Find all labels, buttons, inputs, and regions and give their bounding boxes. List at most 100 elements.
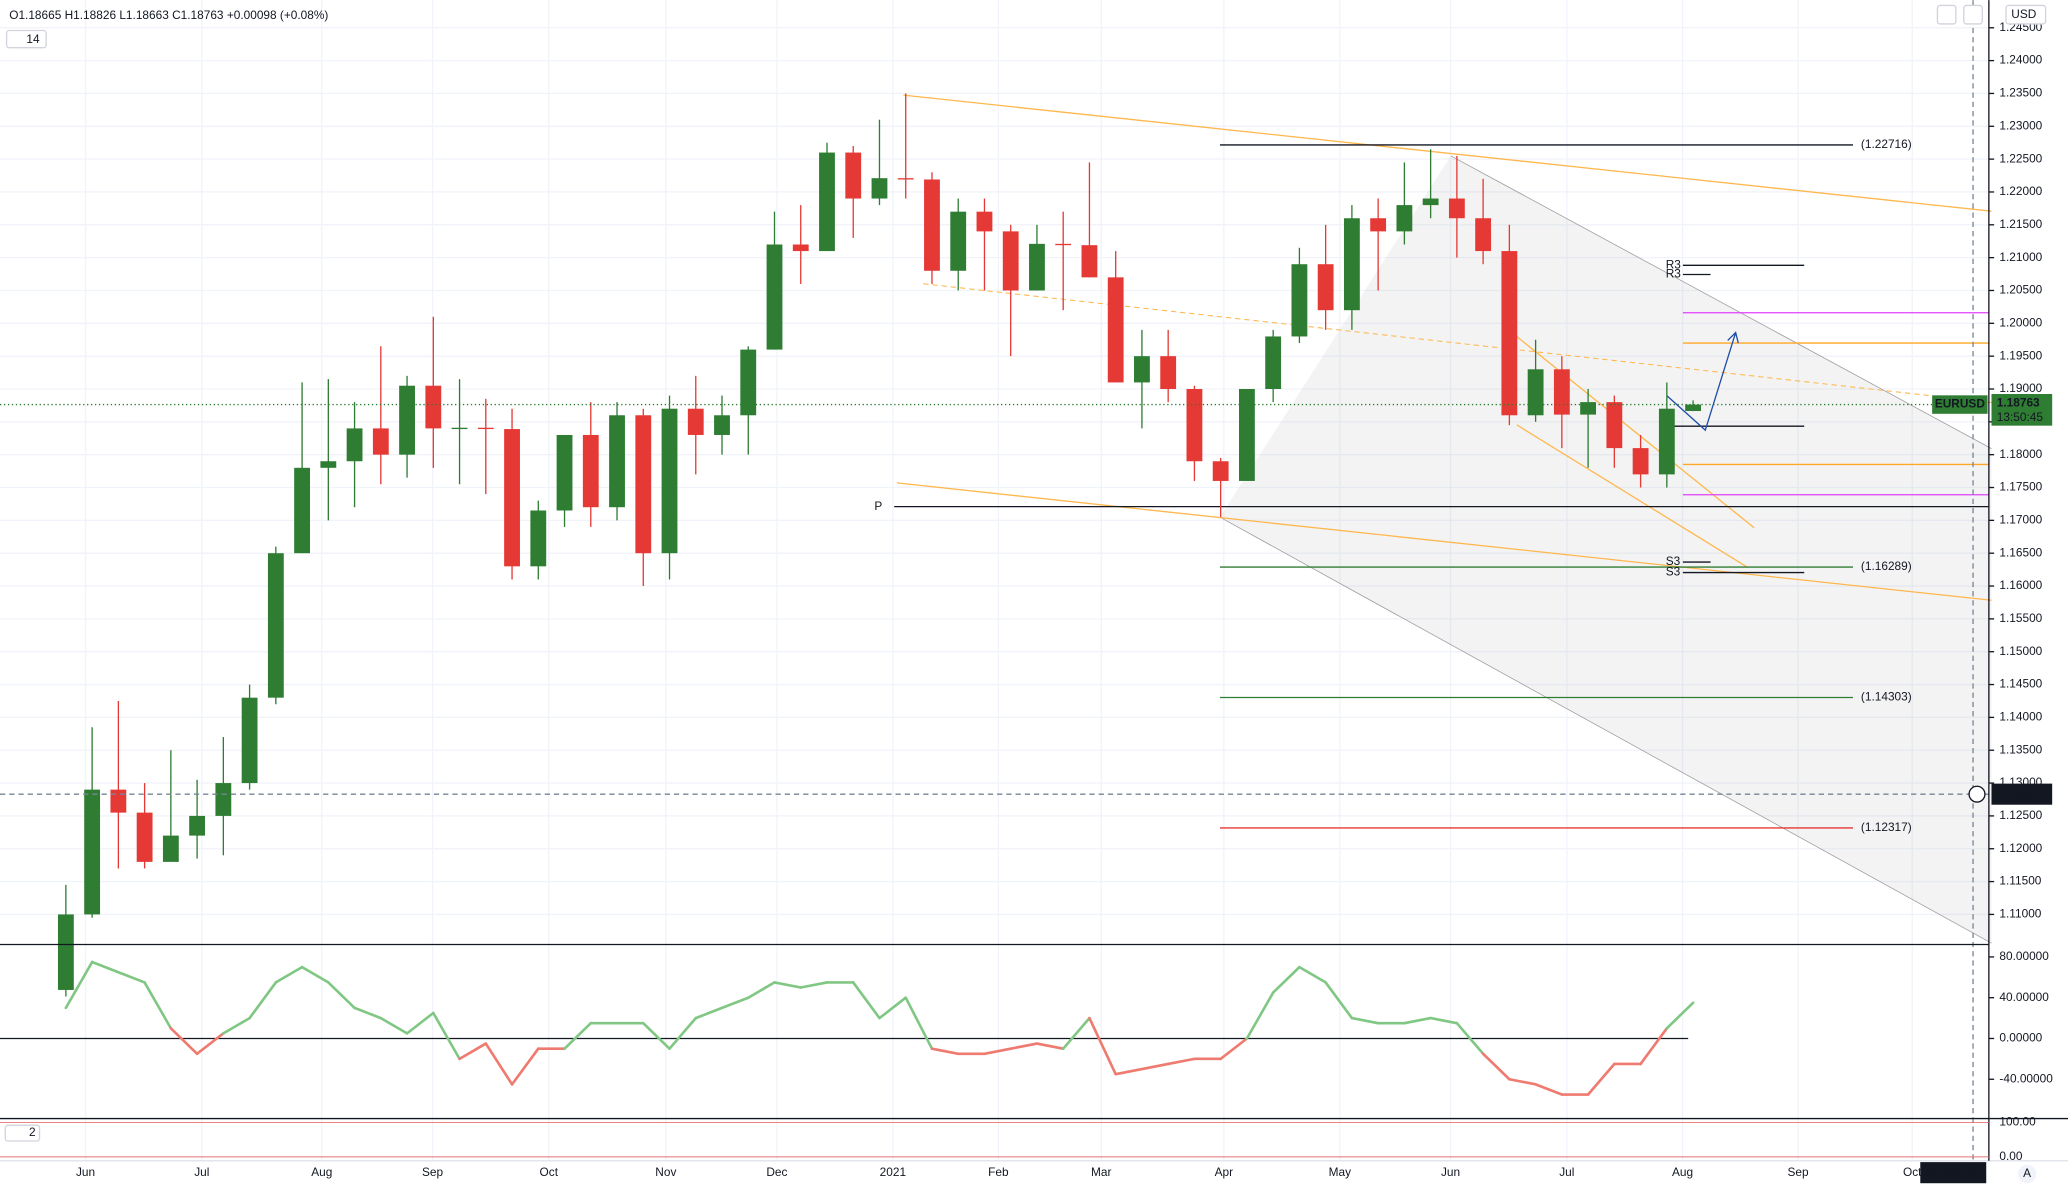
candle-body [477,427,494,430]
candle-body [1632,448,1649,475]
y-tick-label: 1.21500 [1999,217,2042,231]
candle-body [1291,264,1308,337]
osc-segment [248,981,278,1020]
candle-body [294,467,310,554]
x-tick-label: Jul [1559,1165,1574,1179]
x-tick-label: Sep [422,1165,444,1179]
candle-body [714,415,730,435]
x-tick-label: Feb [988,1165,1009,1179]
candle-body [687,408,704,435]
x-tick-label: Jun [76,1165,95,1179]
candle-body [1606,402,1623,449]
pivot-label: R3 [1666,257,1682,271]
candle-body [635,415,652,554]
osc-segment [327,981,356,1010]
period: 14 [26,32,40,46]
level-label: (1.14303) [1861,690,1912,704]
candle-body [1553,369,1570,415]
osc-segment [720,996,750,1010]
pivot-label: P [874,499,882,513]
osc-segment [1508,1077,1537,1086]
crosshair-date-box [1920,1162,1987,1184]
candle-body [1580,402,1597,415]
y-tick-label: 1.16000 [1999,578,2042,592]
osc-segment [1245,991,1275,1040]
candle-body [582,434,599,508]
candle-body [1081,245,1098,278]
candle-body [1501,251,1518,416]
osc-segment [799,981,829,989]
y-tick-label: 1.23000 [1999,118,2042,132]
x-tick-label: Aug [1672,1165,1693,1179]
y-tick-label: 1.12000 [1999,841,2042,855]
trend-line [903,94,1992,212]
trend-line [1516,424,1748,568]
level-label: (1.16289) [1861,559,1912,573]
y-tick-label: 1.11500 [1999,874,2041,888]
osc-segment [851,981,881,1020]
x-tick-label: Oct [540,1165,559,1179]
scale-button[interactable] [2017,1164,2037,1184]
osc-segment [510,1047,540,1086]
x-tick-label: Jul [194,1165,209,1179]
y-tick-label: 1.14500 [1999,677,2042,691]
candle-body [215,783,232,816]
candle-body [1317,264,1334,311]
osc-segment [169,1026,199,1056]
osc-segment [117,970,146,984]
countdown: 13:50:45 [1997,410,2044,424]
osc-segment [484,1042,514,1086]
y-tick-label: 1.12500 [1999,808,2042,822]
osc-segment [222,1016,251,1035]
crosshair-button[interactable] [1968,785,1986,803]
candle-body [241,697,258,784]
y-tick-label: 1.15000 [1999,644,2042,658]
candle-body [661,408,678,554]
candle-body [57,914,74,990]
scroll-button[interactable] [1936,4,1957,25]
candle-body [792,244,809,252]
candle-body [162,835,179,862]
x-tick-label: Mar [1091,1165,1111,1179]
osc-segment [1586,1062,1616,1096]
osc-segment [641,1021,671,1050]
reset-button[interactable] [1963,4,1983,25]
osc-segment [274,965,304,984]
x-tick-label: May [1329,1165,1351,1179]
channel-line [1219,516,1992,944]
y-tick-label: 1.24000 [1999,53,2042,67]
y-tick-label: 1.19500 [1999,348,2042,362]
osc-segment [1088,1016,1118,1076]
y-tick-label: 1.22500 [1999,151,2042,165]
osc-segment [773,981,803,989]
level-label: (1.12317) [1861,820,1912,834]
candle-body [609,415,625,508]
osc-tick-label: -40.00000 [1999,1071,2053,1085]
currency: USD [2011,7,2036,21]
y-tick-label: 1.20000 [1999,315,2042,329]
candle-body [740,349,757,416]
currency-button[interactable] [2005,4,2047,25]
scale-mode: A [2023,1166,2031,1180]
y-tick-label: 1.16500 [1999,545,2042,559]
y-tick-label: 1.18000 [1999,447,2042,461]
candle-body [136,812,153,862]
candle-body [399,385,415,455]
osc-segment [878,996,908,1020]
candle-body [1475,218,1492,252]
candle-body [1343,218,1360,311]
candle-body [267,553,284,698]
osc-segment [195,1032,225,1056]
osc-segment [694,1006,724,1020]
y-tick-label: 1.14000 [1999,710,2042,724]
candle-body [1396,205,1413,232]
candle-body [372,428,389,455]
x-tick-label: Oct [1903,1165,1922,1179]
osc-segment [1350,1016,1380,1025]
ohlc-legend: O1.18665 H1.18826 L1.18663 C1.18763 +0.0… [9,8,328,22]
osc-segment [930,1047,960,1056]
lower-pane-label: 2 [29,1125,36,1139]
candle-body [504,429,520,567]
last-price: 1.18763 [1997,395,2040,409]
